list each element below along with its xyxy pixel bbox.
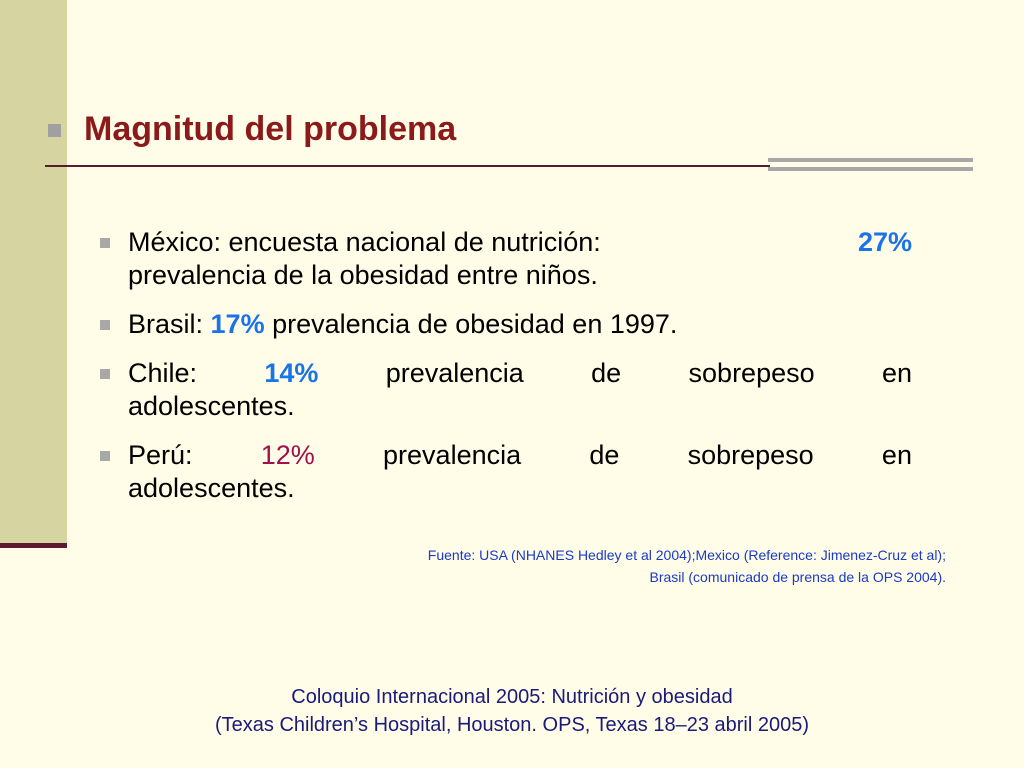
mexico-first-line: México: encuesta nacional de nutrición: … bbox=[128, 226, 912, 259]
peru-first-line: Perú: 12% prevalencia de sobrepeso en bbox=[128, 439, 912, 472]
chile-first-line: Chile: 14% prevalencia de sobrepeso en bbox=[128, 357, 912, 390]
mexico-lead: México: encuesta nacional de nutrición: bbox=[128, 227, 601, 257]
source-line-1: Fuente: USA (NHANES Hedley et al 2004);M… bbox=[427, 547, 946, 563]
peru-lead: Perú: bbox=[128, 440, 193, 470]
chile-word-2: de bbox=[591, 358, 622, 388]
peru-word-1: prevalencia bbox=[383, 440, 522, 470]
list-item-brasil: Brasil: 17% prevalencia de obesidad en 1… bbox=[98, 308, 912, 341]
brasil-rest: prevalencia de obesidad en 1997. bbox=[272, 309, 678, 339]
source-line-2: Brasil (comunicado de prensa de la OPS 2… bbox=[649, 569, 947, 585]
square-bullet-icon bbox=[100, 320, 110, 330]
list-item-peru: Perú: 12% prevalencia de sobrepeso en ad… bbox=[98, 439, 912, 505]
title-divider bbox=[45, 165, 770, 167]
footer-line-2: (Texas Children’s Hospital, Houston. OPS… bbox=[214, 714, 810, 736]
peru-word-3: sobrepeso bbox=[687, 440, 814, 470]
chile-word-3: sobrepeso bbox=[688, 358, 815, 388]
slide-title: Magnitud del problema bbox=[84, 110, 457, 148]
source-citation: Fuente: USA (NHANES Hedley et al 2004);M… bbox=[428, 544, 946, 588]
bullet-list: México: encuesta nacional de nutrición: … bbox=[98, 226, 912, 521]
peru-rest: adolescentes. bbox=[128, 473, 295, 503]
left-decorative-band bbox=[0, 0, 67, 545]
chile-word-1: prevalencia bbox=[385, 358, 524, 388]
brasil-percentage: 17% bbox=[210, 309, 265, 339]
peru-word-2: de bbox=[589, 440, 620, 470]
brasil-lead: Brasil: bbox=[128, 309, 204, 339]
left-band-rule bbox=[0, 543, 67, 548]
list-item-chile: Chile: 14% prevalencia de sobrepeso en a… bbox=[98, 357, 912, 423]
decorative-grey-rules bbox=[768, 158, 973, 180]
chile-percentage: 14% bbox=[264, 358, 319, 388]
chile-rest: adolescentes. bbox=[128, 391, 295, 421]
list-item-mexico: México: encuesta nacional de nutrición: … bbox=[98, 226, 912, 292]
square-bullet-icon bbox=[100, 238, 110, 248]
chile-lead: Chile: bbox=[128, 358, 198, 388]
footer-line-1: Coloquio Internacional 2005: Nutrición y… bbox=[291, 686, 733, 708]
peru-word-4: en bbox=[881, 440, 912, 470]
mexico-percentage: 27% bbox=[857, 227, 912, 257]
slide-footer: Coloquio Internacional 2005: Nutrición y… bbox=[0, 683, 1024, 739]
mexico-rest: prevalencia de la obesidad entre niños. bbox=[128, 260, 598, 290]
square-bullet-icon bbox=[100, 451, 110, 461]
chile-word-4: en bbox=[881, 358, 912, 388]
square-bullet-icon bbox=[100, 369, 110, 379]
peru-percentage: 12% bbox=[260, 440, 315, 470]
title-bullet-icon bbox=[48, 124, 61, 137]
